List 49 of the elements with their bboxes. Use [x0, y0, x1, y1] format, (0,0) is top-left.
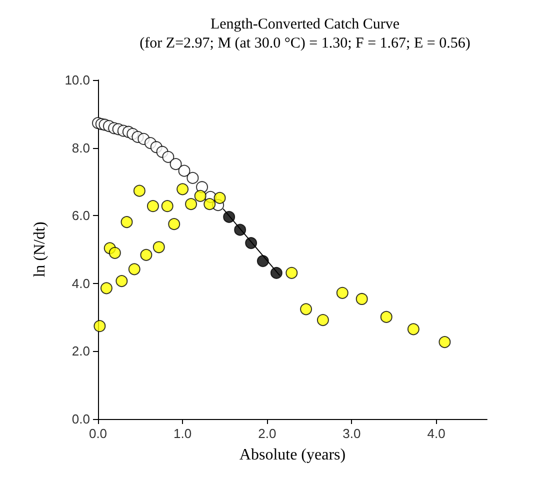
- point: [120, 216, 133, 228]
- x-tick-label: 2.0: [258, 426, 276, 441]
- point: [234, 224, 246, 236]
- point: [108, 246, 121, 259]
- y-tick-label: 4.0: [72, 276, 90, 291]
- point: [94, 320, 106, 332]
- point: [214, 192, 226, 204]
- point: [152, 241, 165, 254]
- y-tick-label: 0.0: [72, 412, 90, 426]
- point: [186, 172, 199, 184]
- point: [170, 158, 182, 170]
- point: [162, 150, 174, 163]
- x-axis-title: Absolute (years): [239, 446, 346, 464]
- point: [286, 266, 298, 279]
- point: [300, 303, 312, 316]
- x-tick-label: 1.0: [174, 426, 192, 441]
- point: [140, 248, 152, 261]
- point: [256, 255, 269, 268]
- x-tick-label: 4.0: [427, 426, 446, 441]
- point: [316, 314, 329, 326]
- point: [100, 282, 112, 294]
- point: [270, 266, 282, 279]
- chart-subtitle: (for Z=2.97; M (at 30.0 °C) = 1.30; F = 1.67; E = 0.56): [140, 36, 470, 52]
- point: [356, 292, 368, 305]
- y-tick-label: 6.0: [72, 208, 90, 224]
- y-tick-label: 10.0: [64, 72, 90, 88]
- point: [176, 183, 189, 196]
- point: [178, 164, 190, 177]
- point: [116, 275, 128, 288]
- point: [185, 198, 198, 210]
- point: [128, 263, 140, 276]
- x-tick-label: 0.0: [88, 426, 108, 441]
- point: [194, 190, 206, 202]
- y-axis-title: ln (N/dt): [32, 222, 48, 278]
- point: [438, 336, 451, 348]
- point: [161, 200, 174, 212]
- point: [133, 184, 146, 197]
- point: [168, 218, 180, 230]
- point: [407, 323, 420, 336]
- point: [245, 237, 258, 250]
- point: [223, 210, 236, 223]
- point: [336, 286, 348, 299]
- chart-title: Length-Converted Catch Curve: [210, 16, 400, 32]
- y-tick-label: 8.0: [72, 140, 90, 156]
- point: [380, 310, 392, 323]
- x-tick-label: 3.0: [342, 426, 361, 441]
- point: [204, 198, 216, 210]
- y-tick-label: 2.0: [72, 344, 90, 359]
- point: [146, 200, 159, 212]
